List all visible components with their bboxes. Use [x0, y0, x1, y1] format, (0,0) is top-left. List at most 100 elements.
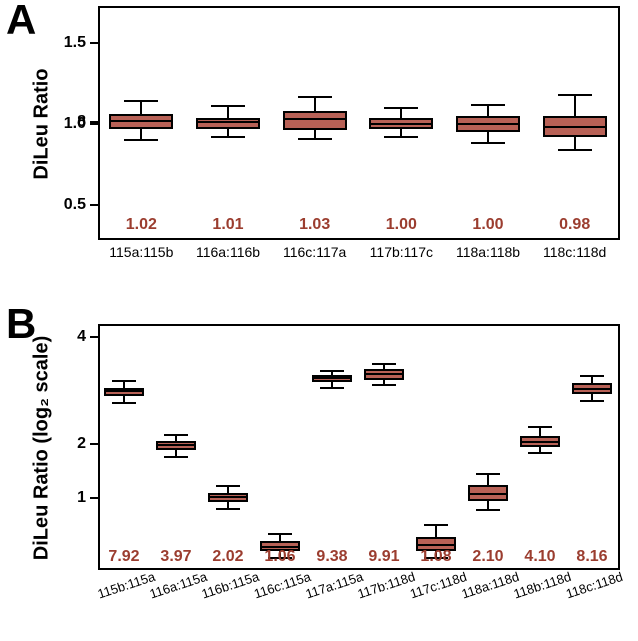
y-tick-label: 1.5 — [64, 34, 86, 52]
whisker-cap — [580, 375, 604, 377]
whisker-cap — [124, 139, 158, 141]
x-tick-label: 115b:115a — [96, 569, 157, 602]
y-tick-label: 0.5 — [64, 196, 86, 214]
series-value-label: 4.10 — [524, 548, 555, 566]
panel-a-label: A — [6, 0, 36, 44]
x-tick-label: 118c:118d — [564, 569, 625, 601]
series-value-label: 1.00 — [472, 216, 503, 234]
series-value-label: 9.38 — [316, 548, 347, 566]
x-tick-label: 116a:115a — [148, 569, 209, 602]
whisker-cap — [424, 524, 448, 526]
y-tick — [90, 42, 98, 44]
y-tick — [90, 336, 98, 338]
whisker-cap — [268, 533, 292, 535]
whisker-cap — [320, 370, 344, 372]
y-axis-label: DiLeu Ratio (log₂ scale) — [31, 336, 54, 560]
panel-a-plot: 0.51.01.5DiLeu Ratio1.02115a:115b1.01116… — [98, 6, 620, 240]
whisker-cap — [372, 363, 396, 365]
box — [283, 111, 347, 130]
whisker-cap — [558, 149, 592, 151]
series-value-label: 3.97 — [160, 548, 191, 566]
whisker-cap — [471, 142, 505, 144]
median-line — [416, 544, 456, 546]
median-line — [543, 126, 607, 128]
series-value-label: 1.01 — [212, 216, 243, 234]
series-value-label: 8.16 — [576, 548, 607, 566]
x-tick-label: 116c:117a — [283, 244, 346, 260]
whisker-cap — [471, 104, 505, 106]
whisker-cap — [164, 456, 188, 458]
series-value-label: 1.06 — [264, 548, 295, 566]
y-tick — [90, 497, 98, 499]
median-line — [196, 121, 260, 123]
y-tick — [90, 443, 98, 445]
whisker-cap — [298, 138, 332, 140]
whisker-cap — [216, 508, 240, 510]
whisker-cap — [384, 136, 418, 138]
whisker-cap — [298, 96, 332, 98]
series-value-label: 1.03 — [299, 216, 330, 234]
x-tick-label: 117c:118d — [408, 569, 469, 601]
x-tick-label: 116a:116b — [196, 244, 260, 260]
whisker-cap — [372, 384, 396, 386]
y-tick — [90, 123, 98, 125]
x-tick-label: 116b:115a — [200, 569, 261, 602]
axis-left — [98, 326, 100, 570]
median-line — [364, 373, 404, 375]
series-value-label: 1.08 — [420, 548, 451, 566]
series-value-label: 2.02 — [212, 548, 243, 566]
whisker-cap — [558, 94, 592, 96]
median-line — [109, 120, 173, 122]
series-value-label: 2.10 — [472, 548, 503, 566]
x-tick-label: 118a:118d — [460, 569, 521, 602]
whisker-cap — [528, 426, 552, 428]
whisker-cap — [216, 485, 240, 487]
x-tick-label: 118a:118b — [456, 244, 520, 260]
series-value-label: 7.92 — [108, 548, 139, 566]
whisker-cap — [384, 107, 418, 109]
box — [156, 441, 196, 450]
x-tick-label: 117b:118d — [356, 569, 417, 602]
median-line — [312, 377, 352, 379]
x-tick-label: 117a:115a — [304, 569, 365, 602]
x-tick-label: 118b:118d — [512, 569, 573, 602]
y-tick-label: 2 — [77, 435, 86, 453]
whisker-cap — [211, 105, 245, 107]
whisker-cap — [476, 473, 500, 475]
x-tick-label: 116c:115a — [252, 569, 313, 601]
y-tick-label: 8 — [77, 113, 86, 131]
whisker-cap — [112, 402, 136, 404]
median-line — [572, 388, 612, 390]
axis-left — [98, 8, 100, 240]
x-tick-label: 118c:118d — [543, 244, 606, 260]
whisker-cap — [528, 452, 552, 454]
median-line — [468, 493, 508, 495]
whisker-cap — [112, 380, 136, 382]
whisker-cap — [476, 509, 500, 511]
series-value-label: 1.02 — [126, 216, 157, 234]
series-value-label: 1.00 — [386, 216, 417, 234]
x-tick-label: 117b:117c — [370, 244, 433, 260]
whisker-cap — [580, 400, 604, 402]
median-line — [208, 496, 248, 498]
whisker-cap — [211, 136, 245, 138]
x-tick-label: 115a:115b — [109, 244, 173, 260]
median-line — [156, 444, 196, 446]
panel-b-plot: 124816DiLeu Ratio (log₂ scale)7.92115b:1… — [98, 324, 620, 570]
series-value-label: 9.91 — [368, 548, 399, 566]
y-tick-label: 4 — [77, 328, 86, 346]
whisker-cap — [320, 387, 344, 389]
whisker-cap — [164, 434, 188, 436]
median-line — [369, 123, 433, 125]
y-tick-label: 1 — [77, 489, 86, 507]
y-tick — [90, 121, 98, 123]
figure-root: A 0.51.01.5DiLeu Ratio1.02115a:115b1.011… — [0, 0, 638, 641]
y-axis-label: DiLeu Ratio — [31, 68, 54, 179]
median-line — [283, 118, 347, 120]
median-line — [456, 123, 520, 125]
axis-bottom — [98, 238, 618, 240]
y-tick — [90, 204, 98, 206]
median-line — [520, 441, 560, 443]
series-value-label: 0.98 — [559, 216, 590, 234]
whisker-cap — [124, 100, 158, 102]
